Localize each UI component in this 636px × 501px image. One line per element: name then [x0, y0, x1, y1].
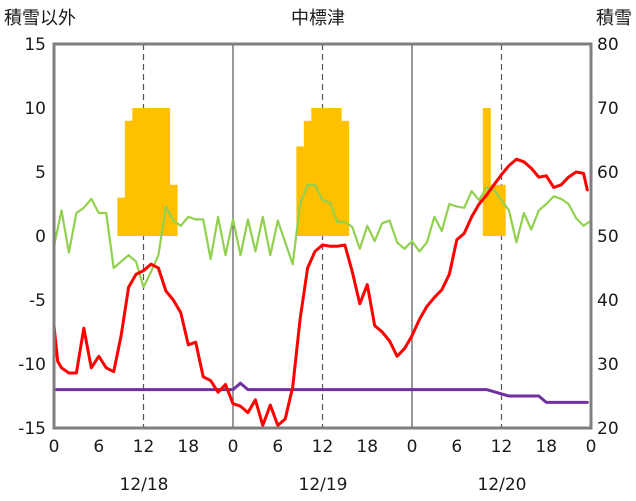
precip-bar — [296, 146, 305, 236]
x-tick-label: 0 — [586, 437, 597, 457]
plot-frame — [52, 42, 593, 430]
right-y-tick-label: 20 — [597, 419, 619, 439]
left-y-tick-label: 5 — [35, 163, 46, 183]
x-tick-label: 12 — [133, 437, 155, 457]
precip-bar — [333, 108, 342, 236]
plot-border — [52, 42, 593, 430]
precip-bars — [117, 108, 506, 236]
left-y-tick-label: 0 — [35, 227, 46, 247]
precip-bar — [139, 108, 148, 236]
precip-bar — [482, 108, 491, 236]
right-axis-label: 積雪 — [596, 8, 632, 29]
precip-bar — [162, 108, 171, 236]
left-y-tick-label: -5 — [29, 291, 46, 311]
right-y-tick-label: 80 — [597, 35, 619, 55]
precip-bar — [318, 108, 327, 236]
x-tick-label: 18 — [356, 437, 378, 457]
x-tick-label: 12 — [312, 437, 334, 457]
precip-bar — [341, 120, 350, 236]
right-y-tick-label: 50 — [597, 227, 619, 247]
snow-depth-line — [52, 381, 589, 404]
right-y-tick-label: 60 — [597, 163, 619, 183]
left-axis-label: 積雪以外 — [4, 8, 76, 29]
left-y-tick-label: -10 — [18, 355, 46, 375]
wind-line — [52, 183, 593, 289]
precip-bar — [132, 108, 141, 236]
series-lines — [52, 157, 593, 427]
x-tick-label: 0 — [49, 437, 60, 457]
x-tick-label: 0 — [228, 437, 239, 457]
right-y-tick-label: 70 — [597, 99, 619, 119]
left-y-tick-label: -15 — [18, 419, 46, 439]
x-tick-label: 0 — [407, 437, 418, 457]
x-tick-label: 18 — [535, 437, 557, 457]
precip-bar — [117, 197, 126, 236]
precip-bar — [303, 120, 312, 236]
precip-bar — [154, 108, 163, 236]
date-label-1: 12/18 — [120, 475, 169, 495]
x-tick-label: 12 — [491, 437, 513, 457]
x-tick-label: 18 — [177, 437, 199, 457]
chart-title: 中標津 — [291, 8, 345, 29]
precip-bar — [326, 108, 335, 236]
precip-bar — [169, 184, 178, 236]
date-label-2: 12/19 — [299, 475, 348, 495]
left-y-tick-label: 10 — [24, 99, 46, 119]
x-tick-label: 6 — [451, 437, 462, 457]
right-y-tick-label: 40 — [597, 291, 619, 311]
x-tick-label: 6 — [272, 437, 283, 457]
x-tick-label: 6 — [93, 437, 104, 457]
temperature-line — [52, 157, 589, 427]
precip-bar — [311, 108, 320, 236]
right-y-tick-label: 30 — [597, 355, 619, 375]
precip-bar — [497, 184, 506, 236]
left-y-tick-label: 15 — [24, 35, 46, 55]
precip-bar — [490, 184, 499, 236]
precip-bar — [124, 120, 133, 236]
precip-bar — [147, 108, 156, 236]
date-label-3: 12/20 — [478, 475, 527, 495]
